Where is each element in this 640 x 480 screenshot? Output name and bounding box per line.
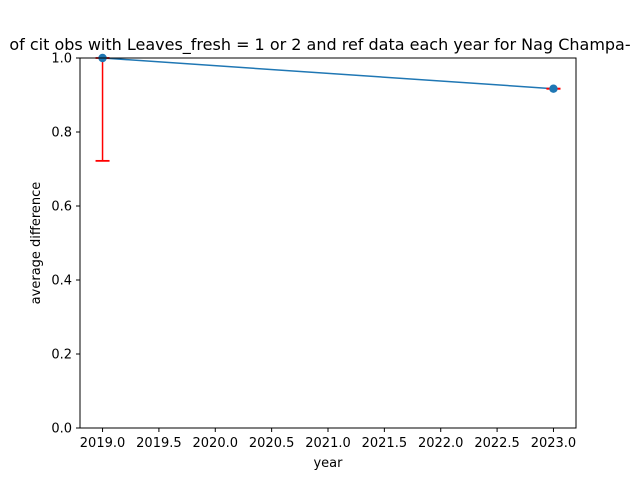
data-point [549,84,558,93]
y-tick-label: 0.6 [51,200,72,215]
x-tick-label: 2023.0 [531,436,577,451]
x-tick-label: 2020.5 [249,436,295,451]
x-tick-label: 2021.0 [305,436,351,451]
plot-area [95,53,561,162]
x-axis-label: year [313,456,343,471]
y-tick-label: 0.2 [51,348,72,363]
y-tick-label: 1.0 [51,52,72,67]
x-tick-label: 2019.5 [136,436,182,451]
x-axis: 2019.0 2019.5 2020.0 2020.5 2021.0 2021.5 2022… [80,428,576,451]
plot-frame [79,57,577,429]
series-line [102,57,554,90]
x-tick-label: 2022.0 [418,436,464,451]
x-tick-label: 2022.5 [474,436,520,451]
x-tick-label: 2020.0 [193,436,239,451]
chart-title: of cit obs with Leaves_fresh = 1 or 2 an… [9,35,630,55]
y-axis: 0.0 0.2 0.4 0.6 0.8 1.0 [51,52,80,437]
y-tick-label: 0.0 [51,422,72,437]
x-tick-label: 2021.5 [362,436,408,451]
y-tick-label: 0.8 [51,126,72,141]
y-tick-label: 0.4 [51,274,72,289]
x-tick-label: 2019.0 [80,436,126,451]
y-axis-label: average difference [29,182,44,305]
